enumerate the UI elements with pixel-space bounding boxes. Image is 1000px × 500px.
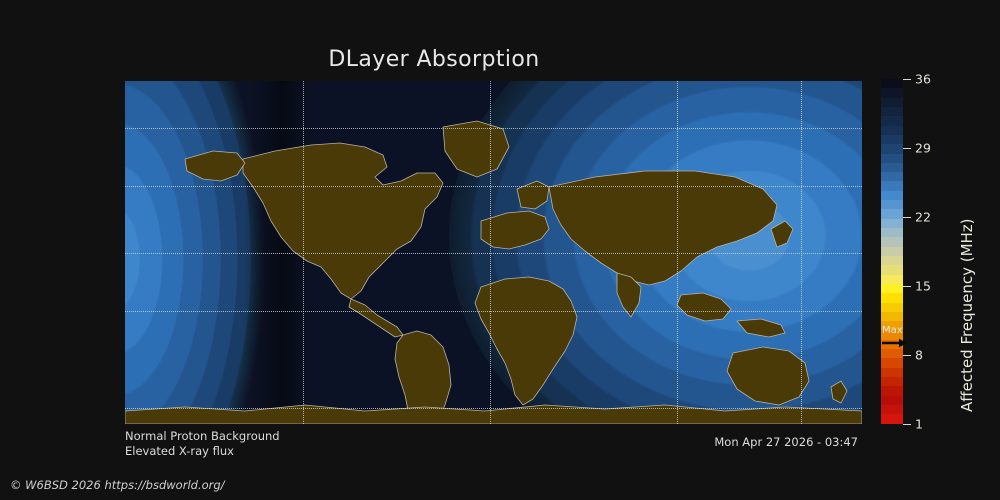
colorbar-segment: [881, 367, 903, 377]
colorbar-tick: [903, 148, 911, 149]
colorbar-segment: [881, 172, 903, 182]
status-line-2: Elevated X-ray flux: [125, 444, 234, 458]
colorbar-tick: [903, 286, 911, 287]
colorbar-tick-label: 36: [915, 71, 931, 87]
map-canvas: [125, 81, 862, 424]
colorbar-title: Affected Frequency (MHz): [958, 218, 976, 412]
colorbar-segment: [881, 200, 903, 210]
colorbar-segment: [881, 414, 903, 424]
world-map[interactable]: [125, 81, 862, 424]
colorbar-segment: [881, 404, 903, 415]
timestamp: Mon Apr 27 2026 - 03:47: [714, 435, 858, 449]
colorbar-segment: [881, 153, 903, 163]
land-layer: [125, 120, 862, 424]
colorbar-segment: [881, 134, 903, 145]
colorbar-segment: [881, 302, 903, 312]
colorbar-segment: [881, 190, 903, 201]
status-text: Normal Proton Background Elevated X-ray …: [125, 429, 280, 459]
colorbar-ticks: 1 8 15 22 29 36: [903, 72, 963, 432]
colorbar-segment: [881, 144, 903, 154]
colorbar-tick-label: 22: [915, 209, 931, 225]
colorbar-segment: [881, 97, 903, 107]
status-line-1: Normal Proton Background: [125, 429, 280, 443]
colorbar-tick-label: 8: [915, 347, 923, 363]
page-title: DLayer Absorption: [328, 47, 540, 72]
colorbar-segment: [881, 321, 903, 331]
colorbar-segment: [881, 125, 903, 135]
colorbar-segment: [881, 386, 903, 396]
colorbar-segment: [881, 246, 903, 256]
colorbar-segment: [881, 162, 903, 173]
colorbar-segment: [881, 116, 903, 126]
colorbar[interactable]: [881, 79, 903, 424]
copyright-notice: © W6BSD 2026 https://bsdworld.org/: [10, 478, 225, 492]
colorbar-tick: [903, 79, 911, 80]
colorbar-tick-label: 29: [915, 140, 931, 156]
colorbar-segment: [881, 181, 903, 191]
colorbar-segment: [881, 339, 903, 350]
colorbar-segment: [881, 209, 903, 219]
colorbar-segment: [881, 349, 903, 359]
colorbar-tick-label: 15: [915, 278, 931, 294]
colorbar-segment: [881, 311, 903, 322]
colorbar-segment: [881, 228, 903, 238]
colorbar-segment: [881, 377, 903, 387]
colorbar-tick-label: 1: [915, 416, 923, 432]
colorbar-segment: [881, 293, 903, 303]
colorbar-tick: [903, 355, 911, 356]
colorbar-segment: [881, 330, 903, 340]
colorbar-segment: [881, 106, 903, 117]
colorbar-segment: [881, 358, 903, 368]
colorbar-segment: [881, 79, 903, 89]
colorbar-tick: [903, 424, 911, 425]
colorbar-segment: [881, 274, 903, 284]
colorbar-tick: [903, 217, 911, 218]
colorbar-segment: [881, 237, 903, 247]
colorbar-segment: [881, 283, 903, 294]
colorbar-segment: [881, 265, 903, 275]
colorbar-segment: [881, 218, 903, 228]
colorbar-segment: [881, 88, 903, 98]
colorbar-segment: [881, 395, 903, 405]
colorbar-segment: [881, 255, 903, 266]
